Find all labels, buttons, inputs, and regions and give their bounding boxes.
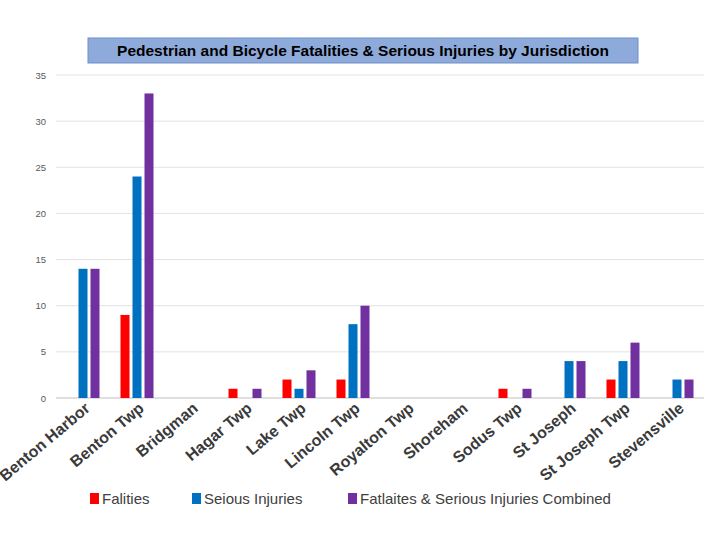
bar (553, 398, 562, 399)
x-tick-label: Hagar Twp (182, 399, 255, 464)
title-box (88, 38, 638, 63)
bar (403, 398, 412, 399)
chart: Pedestrian and Bicycle Fatalities & Seri… (0, 0, 720, 540)
title-group: Pedestrian and Bicycle Fatalities & Seri… (88, 38, 638, 63)
legend-swatch (192, 493, 201, 504)
bar (619, 361, 628, 398)
bar (415, 398, 424, 399)
bar (631, 343, 640, 398)
x-tick-label: Benton Twp (67, 399, 147, 470)
bar (79, 269, 88, 398)
bar (229, 389, 238, 398)
bar (523, 389, 532, 398)
x-axis: Benton HarborBenton TwpBridgmanHagar Twp… (0, 399, 687, 484)
y-axis: 0 5 10 15 20 25 30 35 (35, 70, 704, 404)
bar (145, 93, 154, 398)
bar (577, 361, 586, 398)
y-tick-label: 0 (41, 393, 46, 404)
bar (445, 398, 454, 399)
bar (199, 398, 208, 399)
legend-swatch (90, 493, 99, 504)
bar (469, 398, 478, 399)
x-tick-label: Stevensville (605, 399, 687, 472)
bar (511, 398, 520, 399)
bar (133, 177, 142, 398)
bar (67, 398, 76, 399)
legend-label: Falities (102, 490, 150, 507)
bar (565, 361, 574, 398)
y-tick-label: 30 (35, 116, 46, 127)
bar (175, 398, 184, 399)
bar (391, 398, 400, 399)
legend-label: Seious Injuries (204, 490, 302, 507)
y-tick-label: 20 (35, 208, 46, 219)
x-tick-label: St Joseph Twp (536, 399, 633, 484)
title: Pedestrian and Bicycle Fatalities & Seri… (117, 42, 609, 59)
bar (121, 315, 130, 398)
x-tick-label: Royalton Twp (327, 399, 418, 479)
bar (307, 370, 316, 398)
bar (337, 380, 346, 398)
bar (187, 398, 196, 399)
bar (499, 389, 508, 398)
y-tick-label: 25 (35, 162, 46, 173)
bar (685, 380, 694, 398)
bars (79, 93, 694, 398)
grid-line (56, 75, 704, 76)
legend: Falities Seious Injuries Fatlaites & Serio… (90, 490, 611, 507)
x-tick-label: Benton Harbor (0, 399, 93, 484)
bar (253, 389, 262, 398)
y-tick-label: 35 (35, 70, 46, 81)
y-tick-label: 5 (41, 346, 46, 357)
bar (283, 380, 292, 398)
y-tick-label: 15 (35, 254, 46, 265)
bar (673, 380, 682, 398)
bar (91, 269, 100, 398)
x-tick-label: Sodus Twp (450, 399, 526, 466)
bar (295, 389, 304, 398)
legend-swatch (348, 493, 357, 504)
bar (607, 380, 616, 398)
y-tick-label: 10 (35, 300, 46, 311)
bar (457, 398, 466, 399)
bar (361, 306, 370, 398)
bar (241, 398, 250, 399)
legend-label: Fatlaites & Serious Injuries Combined (360, 490, 611, 507)
bar (661, 398, 670, 399)
bar (349, 324, 358, 398)
